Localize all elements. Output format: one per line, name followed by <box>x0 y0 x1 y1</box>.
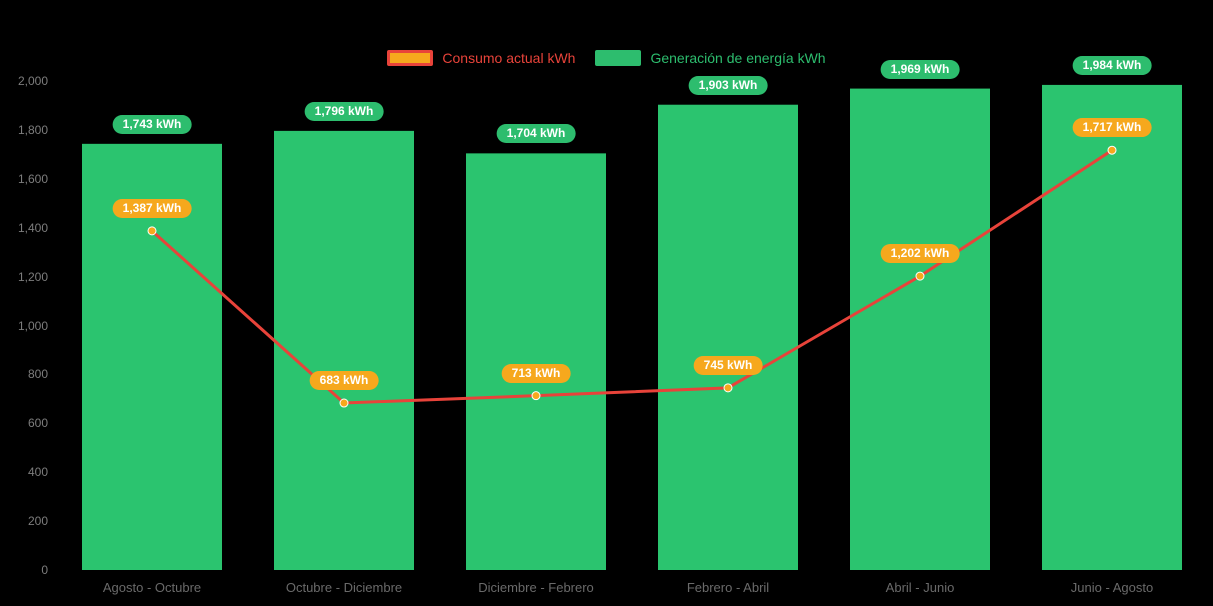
consumption-point[interactable] <box>1107 145 1117 155</box>
x-axis-category-label: Diciembre - Febrero <box>478 580 594 595</box>
chart-legend: Consumo actual kWh Generación de energía… <box>0 50 1213 66</box>
consumption-value-label: 1,717 kWh <box>1072 118 1152 138</box>
y-axis-tick-label: 1,200 <box>17 269 48 284</box>
consumption-point[interactable] <box>915 271 925 281</box>
consumption-value-label: 745 kWh <box>693 355 763 375</box>
legend-item-consumo[interactable]: Consumo actual kWh <box>387 50 575 66</box>
x-axis-category-label: Abril - Junio <box>885 580 955 595</box>
consumption-value-label: 683 kWh <box>309 371 379 390</box>
consumption-point[interactable] <box>531 391 541 401</box>
y-axis-tick-label: 800 <box>27 367 48 382</box>
legend-label-consumo: Consumo actual kWh <box>442 50 576 66</box>
generation-value-label: 1,743 kWh <box>112 114 192 134</box>
generation-bar[interactable] <box>274 130 414 571</box>
generation-bar[interactable] <box>850 88 990 570</box>
consumption-value-label: 1,202 kWh <box>880 244 960 264</box>
y-axis-tick-label: 200 <box>27 514 48 529</box>
generation-value-label: 1,984 kWh <box>1072 55 1152 75</box>
generation-value-label: 1,969 kWh <box>880 59 960 79</box>
generation-value-label: 1,903 kWh <box>688 75 768 95</box>
generation-bar[interactable] <box>466 153 606 570</box>
consumption-point[interactable] <box>339 398 349 408</box>
y-axis-tick-label: 1,000 <box>17 318 48 333</box>
consumption-value-label: 1,387 kWh <box>112 198 192 218</box>
consumo-legend-swatch-icon <box>387 50 434 66</box>
y-axis-tick-label: 1,400 <box>17 220 48 235</box>
generation-bar[interactable] <box>658 104 798 571</box>
y-axis-tick-label: 1,600 <box>17 171 48 186</box>
y-axis-tick-label: 400 <box>27 465 48 480</box>
legend-item-generacion[interactable]: Generación de energía kWh <box>595 50 826 66</box>
generation-value-label: 1,704 kWh <box>496 124 576 144</box>
y-axis-tick-label: 2,000 <box>17 74 48 88</box>
x-axis-category-label: Octubre - Diciembre <box>285 580 403 595</box>
consumption-point[interactable] <box>723 383 733 393</box>
generacion-legend-swatch-icon <box>595 50 642 66</box>
generation-bar[interactable] <box>1042 84 1182 571</box>
legend-label-generacion: Generación de energía kWh <box>650 50 826 66</box>
x-axis-category-label: Febrero - Abril <box>686 580 770 595</box>
consumption-value-label: 713 kWh <box>501 363 571 383</box>
generation-value-label: 1,796 kWh <box>304 101 384 121</box>
consumption-point[interactable] <box>147 226 157 236</box>
x-axis-category-label: Agosto - Octubre <box>102 580 202 595</box>
x-axis-category-label: Junio - Agosto <box>1070 580 1154 595</box>
y-axis-tick-label: 0 <box>41 563 48 577</box>
y-axis-tick-label: 600 <box>27 416 48 431</box>
y-axis-tick-label: 1,800 <box>17 122 48 137</box>
